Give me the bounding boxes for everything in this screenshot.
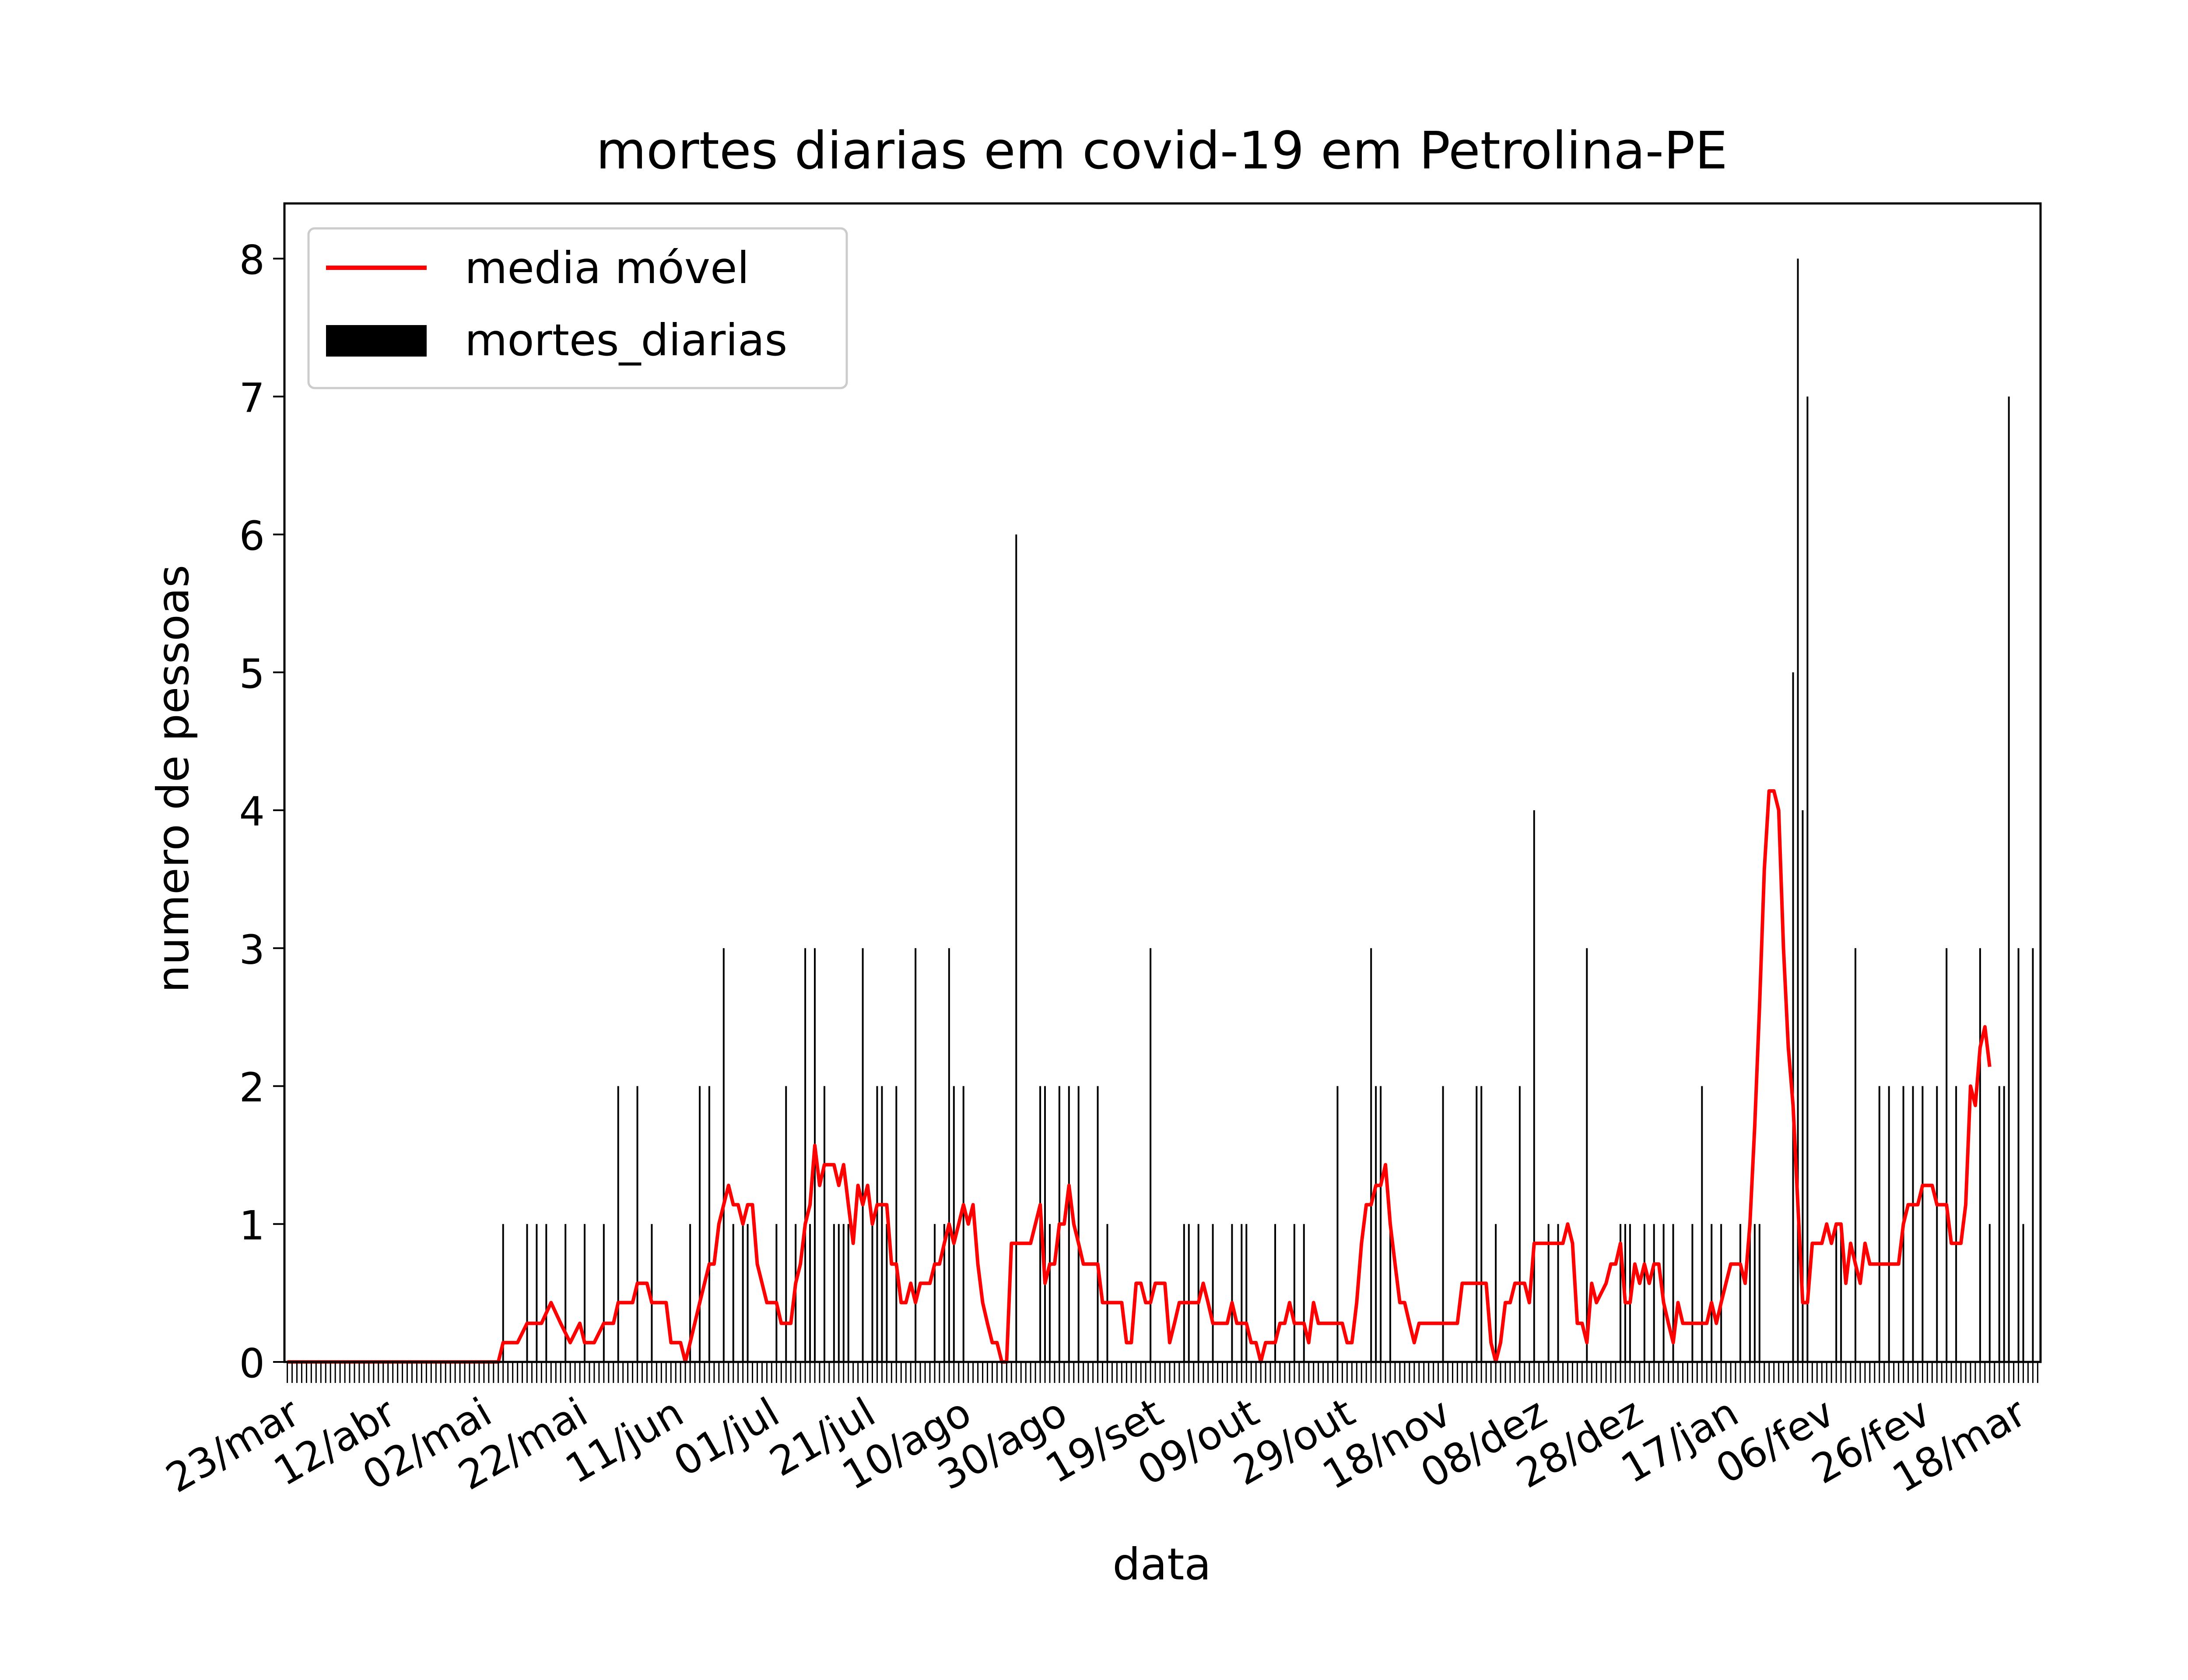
x-axis-label: data xyxy=(1112,1539,1211,1590)
y-axis-label: numero de pessoas xyxy=(147,565,199,993)
y-tick-label: 5 xyxy=(239,651,265,697)
legend-label-mortes-diarias: mortes_diarias xyxy=(465,315,787,366)
legend-box xyxy=(307,227,848,389)
y-tick-label: 2 xyxy=(239,1064,265,1111)
y-tick-label: 3 xyxy=(239,926,265,973)
y-tick-label: 7 xyxy=(239,374,265,421)
y-tick-label: 8 xyxy=(239,237,265,284)
moving-average-line xyxy=(287,789,1992,1364)
legend-bar-swatch xyxy=(326,325,427,357)
plot-frame xyxy=(283,202,2042,1363)
y-tick-label: 6 xyxy=(239,513,265,560)
chart-title: mortes diarias em covid-19 em Petrolina-… xyxy=(596,120,1728,181)
y-tick-label: 1 xyxy=(239,1202,265,1249)
legend-label-media-movel: media móvel xyxy=(465,242,749,294)
y-tick-label: 4 xyxy=(239,788,265,835)
legend: media móvel mortes_diarias xyxy=(307,227,848,389)
y-tick-label: 0 xyxy=(239,1340,265,1387)
